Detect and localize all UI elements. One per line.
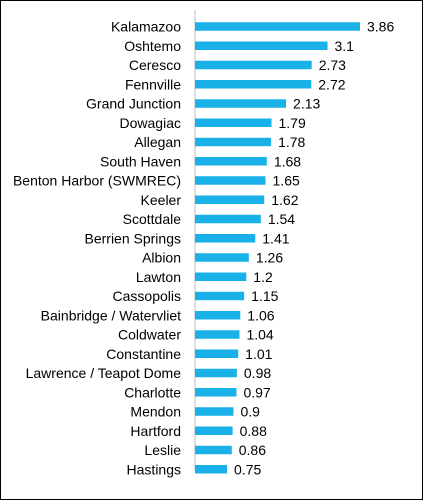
value-label: 0.75 xyxy=(234,461,261,477)
value-label: 3.86 xyxy=(367,19,394,35)
category-label: Cassopolis xyxy=(113,288,181,304)
category-label: Fennville xyxy=(125,76,181,92)
bar xyxy=(195,234,256,243)
value-label: 1.78 xyxy=(278,134,305,150)
bar xyxy=(195,214,261,224)
value-label: 3.1 xyxy=(335,38,355,54)
category-label: Coldwater xyxy=(118,327,181,343)
bar xyxy=(195,272,247,281)
bar xyxy=(195,349,239,358)
bar xyxy=(195,330,240,339)
value-label: 0.88 xyxy=(240,423,267,439)
bar xyxy=(195,445,232,455)
value-label: 1.41 xyxy=(262,230,289,246)
bars-group: Kalamazoo 3.86 Oshtemo 3.1 Ceresco 2.73 Fennvi… xyxy=(13,19,395,478)
bar xyxy=(195,176,266,185)
bar xyxy=(195,41,328,50)
value-label: 0.98 xyxy=(244,365,271,381)
category-label: Charlotte xyxy=(124,384,181,400)
category-label: South Haven xyxy=(100,153,181,169)
value-label: 1.68 xyxy=(274,153,301,169)
category-label: Constantine xyxy=(106,346,181,362)
category-label: Keeler xyxy=(141,192,182,208)
bar xyxy=(195,80,312,89)
bar xyxy=(195,22,360,31)
category-label: Allegan xyxy=(134,134,181,150)
value-label: 0.97 xyxy=(243,384,270,400)
category-label: Hartford xyxy=(130,423,181,439)
bar xyxy=(195,195,265,204)
value-label: 1.26 xyxy=(256,250,283,266)
value-label: 2.72 xyxy=(318,76,345,92)
category-label: Albion xyxy=(142,250,181,266)
category-label: Ceresco xyxy=(129,57,181,73)
bar xyxy=(195,368,237,378)
bar xyxy=(195,311,241,320)
category-label: Dowagiac xyxy=(120,115,181,131)
category-label: Hastings xyxy=(127,461,181,477)
value-label: 1.15 xyxy=(251,288,278,304)
bar xyxy=(195,253,249,262)
value-label: 0.9 xyxy=(240,404,260,420)
category-label: Lawrence / Teapot Dome xyxy=(26,365,182,381)
bar xyxy=(195,291,245,301)
value-label: 2.13 xyxy=(293,96,320,112)
category-label: Grand Junction xyxy=(86,96,181,112)
value-label: 1.2 xyxy=(253,269,273,285)
category-label: Benton Harbor (SWMREC) xyxy=(13,173,181,189)
category-label: Kalamazoo xyxy=(111,19,181,35)
value-label: 1.04 xyxy=(246,327,273,343)
value-label: 1.54 xyxy=(268,211,295,227)
bar xyxy=(195,60,312,70)
bar xyxy=(195,137,272,147)
bar xyxy=(195,465,228,474)
bar xyxy=(195,99,287,108)
value-label: 2.73 xyxy=(319,57,346,73)
category-label: Scottdale xyxy=(123,211,182,227)
value-label: 1.79 xyxy=(279,115,306,131)
value-label: 1.62 xyxy=(271,192,298,208)
bar xyxy=(195,388,237,397)
bar xyxy=(195,426,233,435)
category-label: Bainbridge / Watervliet xyxy=(41,307,181,323)
value-label: 1.06 xyxy=(247,307,274,323)
bar xyxy=(195,407,234,416)
value-label: 0.86 xyxy=(239,442,266,458)
value-label: 1.01 xyxy=(245,346,272,362)
category-label: Oshtemo xyxy=(124,38,181,54)
bar xyxy=(195,118,272,127)
category-label: Berrien Springs xyxy=(85,230,182,246)
category-label: Leslie xyxy=(144,442,181,458)
value-label: 1.65 xyxy=(273,173,300,189)
category-label: Mendon xyxy=(130,404,181,420)
category-label: Lawton xyxy=(136,269,181,285)
bar xyxy=(195,157,267,166)
